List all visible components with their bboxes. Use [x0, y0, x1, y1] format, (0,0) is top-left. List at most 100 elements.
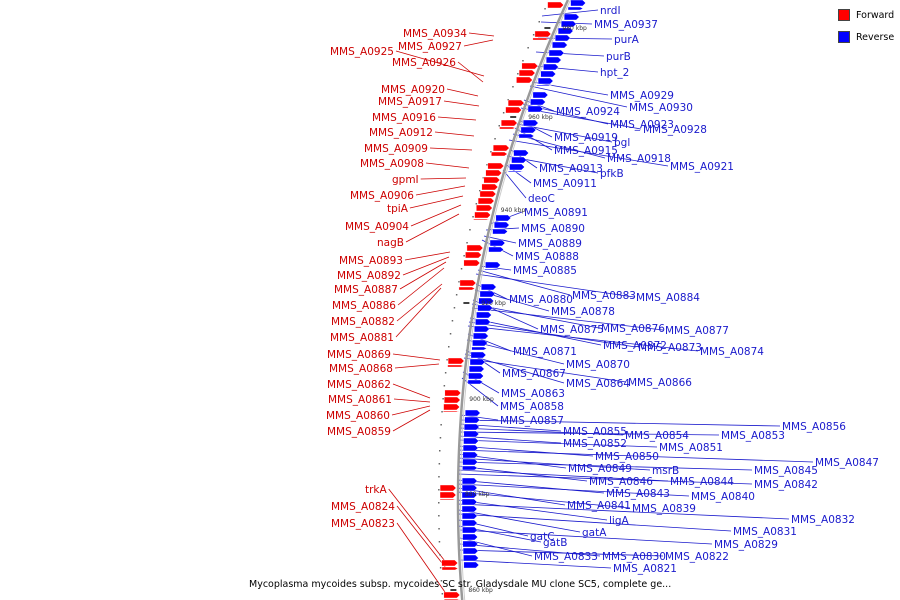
- scale-minor-tick: [532, 34, 535, 36]
- gene-label-mms-a0830: MMS_A0830: [602, 551, 666, 563]
- reverse-gene-arrow: [462, 547, 479, 555]
- reverse-gene-arrow: [461, 512, 478, 520]
- forward-gene-arrow: [443, 403, 460, 411]
- gene-label-pura: purA: [614, 34, 640, 46]
- forward-leader-line: [399, 261, 447, 290]
- reverse-gene-arrow: [462, 451, 479, 459]
- gene-label-mms-a0822: MMS_A0822: [665, 551, 729, 563]
- forward-gene-arrow: [501, 119, 518, 127]
- forward-leader-line: [434, 131, 475, 137]
- gene-label-mms-a0864: MMS_A0864: [566, 378, 630, 390]
- scale-minor-tick: [466, 242, 468, 244]
- forward-gene-arrow: [479, 190, 497, 198]
- gene-label-mms-a0869: MMS_A0869: [327, 349, 391, 361]
- scale-minor-tick: [451, 320, 454, 322]
- gene-label-gatb: gatB: [543, 537, 567, 549]
- forward-gene-arrow: [439, 491, 457, 499]
- gene-label-mms-a0878: MMS_A0878: [551, 306, 615, 318]
- gene-label-mms-a0889: MMS_A0889: [518, 238, 582, 250]
- reverse-gene-arrow: [469, 358, 486, 366]
- reverse-gene-arrow: [511, 156, 527, 164]
- reverse-gene-arrow: [470, 351, 487, 359]
- gene-label-mms-a0908: MMS_A0908: [360, 158, 424, 170]
- reverse-gene-arrow: [473, 332, 489, 340]
- reverse-gene-arrow: [477, 304, 493, 312]
- gene-label-mms-a0913: MMS_A0913: [539, 163, 603, 175]
- forward-gene-arrow: [444, 389, 462, 397]
- reverse-leader-line: [502, 169, 527, 199]
- reverse-leader-line: [457, 487, 566, 506]
- forward-gene-arrow: [441, 559, 458, 567]
- gene-label-mms-a0846: MMS_A0846: [589, 476, 653, 488]
- forward-gene-arrow: [493, 144, 510, 152]
- forward-leader-line: [394, 363, 440, 369]
- reverse-leader-line: [463, 357, 627, 383]
- forward-gene-arrow: [473, 218, 490, 221]
- forward-leader-line: [402, 256, 450, 276]
- scale-minor-tick: [438, 463, 441, 465]
- gene-label-mms-a0927: MMS_A0927: [398, 41, 462, 53]
- reverse-leader-line: [458, 509, 581, 533]
- gene-label-mms-a0920: MMS_A0920: [381, 84, 445, 96]
- forward-leader-line: [420, 177, 467, 180]
- gene-label-mms-a0921: MMS_A0921: [670, 161, 734, 173]
- reverse-leader-line: [541, 9, 599, 17]
- scale-minor-tick: [463, 255, 465, 257]
- reverse-leader-line: [459, 543, 601, 557]
- forward-gene-arrow: [444, 396, 461, 404]
- forward-leader-line: [446, 88, 479, 97]
- reverse-leader-line: [457, 461, 753, 471]
- forward-leader-line: [395, 50, 485, 77]
- gene-label-deoc: deoC: [528, 193, 555, 205]
- scale-minor-tick: [438, 489, 440, 491]
- forward-gene-arrow: [491, 151, 508, 157]
- forward-gene-arrow: [499, 126, 517, 130]
- reverse-gene-arrow: [475, 318, 491, 326]
- forward-leader-line: [396, 283, 443, 322]
- forward-gene-arrow: [477, 197, 495, 205]
- forward-gene-arrow: [476, 204, 493, 212]
- scale-minor-tick: [512, 86, 514, 88]
- forward-leader-line: [429, 147, 473, 151]
- reverse-gene-arrow: [461, 505, 478, 513]
- gene-label-tpia: tpiA: [387, 203, 409, 215]
- gene-label-mms-a0874: MMS_A0874: [700, 346, 764, 358]
- reverse-gene-arrow: [462, 519, 478, 527]
- scale-minor-tick: [490, 151, 492, 153]
- reverse-gene-arrow: [567, 6, 584, 11]
- forward-leader-line: [425, 162, 470, 169]
- gene-label-mms-a0883: MMS_A0883: [572, 290, 636, 302]
- forward-leader-line: [396, 505, 447, 569]
- legend-forward-label: Forward: [856, 9, 895, 21]
- reverse-leader-line: [458, 431, 720, 436]
- scale-minor-tick: [441, 411, 443, 413]
- reverse-gene-arrow: [523, 119, 539, 127]
- gene-label-gatc: gatC: [530, 531, 555, 543]
- reverse-gene-arrow: [462, 465, 478, 471]
- scale-minor-tick: [443, 385, 446, 387]
- forward-leader-line: [410, 204, 462, 227]
- reverse-leader-line: [537, 37, 613, 40]
- gene-label-mms-a0871: MMS_A0871: [513, 346, 577, 358]
- gene-label-mms-a0841: MMS_A0841: [567, 500, 631, 512]
- gene-label-nrdi: nrdI: [600, 5, 621, 17]
- forward-gene-arrow: [483, 176, 501, 184]
- gene-label-mms-a0849: MMS_A0849: [568, 463, 632, 475]
- reverse-gene-arrow: [469, 365, 485, 373]
- gene-label-bgl: bgl: [614, 137, 630, 149]
- reverse-leader-line: [457, 499, 608, 521]
- reverse-gene-arrow: [548, 49, 565, 57]
- gene-label-mms-a0882: MMS_A0882: [331, 316, 395, 328]
- gene-label-mms-a0915: MMS_A0915: [554, 145, 618, 157]
- scale-minor-tick: [438, 541, 441, 543]
- reverse-leader-line: [471, 303, 600, 329]
- scale-label-920-kbp: 920 kbp: [481, 300, 506, 307]
- gene-label-mms-a0850: MMS_A0850: [595, 451, 659, 463]
- reverse-gene-arrow: [474, 325, 490, 333]
- gene-label-mms-a0937: MMS_A0937: [594, 19, 658, 31]
- reverse-leader-line: [458, 513, 732, 532]
- reverse-leader-line: [467, 325, 699, 352]
- reverse-gene-arrow: [540, 70, 556, 78]
- forward-gene-arrows: [439, 1, 564, 600]
- gene-label-mms-a0892: MMS_A0892: [337, 270, 401, 282]
